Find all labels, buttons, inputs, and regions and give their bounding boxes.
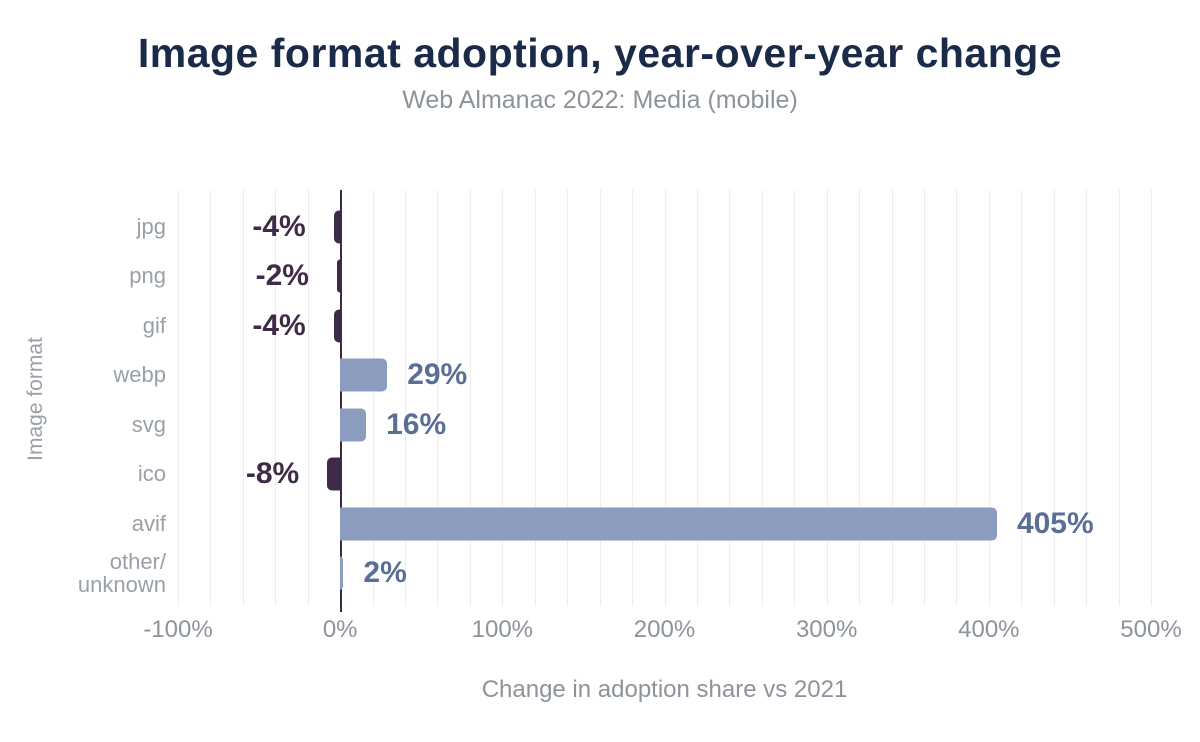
gridline	[664, 190, 666, 606]
gridline	[242, 190, 244, 606]
value-label-jpg: -4%	[252, 209, 306, 243]
bar-gif	[333, 309, 341, 343]
bar-row-svg: 16%	[178, 400, 1151, 450]
category-label-other-unknown: other/unknown	[77, 548, 166, 598]
gridline	[696, 190, 698, 606]
category-label-avif: avif	[131, 510, 166, 536]
bar-row-other-unknown: 2%	[178, 549, 1151, 599]
bar-rows: -4% -2% -4% 29% 16% -8% 405% 2%	[178, 190, 1151, 606]
gridline	[988, 190, 990, 606]
bar-ico	[327, 457, 341, 491]
bar-row-gif: -4%	[178, 301, 1151, 351]
bar-row-jpg: -4%	[178, 202, 1151, 252]
category-label-svg: svg	[131, 411, 166, 437]
gridline	[405, 190, 407, 606]
gridline	[1151, 190, 1152, 606]
gridline	[956, 190, 958, 606]
gridline	[632, 190, 634, 606]
bar-jpg	[333, 210, 341, 244]
zero-axis-line	[340, 190, 343, 612]
gridline	[1118, 190, 1120, 606]
bar-row-avif: 405%	[178, 499, 1151, 549]
gridline	[178, 190, 179, 606]
value-label-webp: 29%	[407, 358, 468, 392]
value-label-ico: -8%	[245, 457, 300, 491]
x-tick-label--100-: -100%	[143, 616, 213, 643]
gridline	[210, 190, 212, 606]
x-tick-label-200-: 200%	[633, 616, 696, 643]
x-axis-title: Change in adoption share vs 2021	[481, 676, 848, 703]
gridline	[534, 190, 536, 606]
bar-webp	[340, 358, 388, 392]
gridline	[1086, 190, 1088, 606]
x-axis-ticks: -100% 0% 100% 200% 300% 400% 500%	[143, 616, 1181, 643]
bar-row-webp: 29%	[178, 351, 1151, 401]
gridline	[275, 190, 277, 606]
bar-row-png: -2%	[178, 252, 1151, 302]
gridline	[794, 190, 796, 606]
x-tick-label-0-: 0%	[322, 616, 358, 643]
gridline	[437, 190, 439, 606]
bar-avif	[340, 507, 997, 541]
x-tick-label-300-: 300%	[795, 616, 858, 643]
value-label-png: -2%	[255, 259, 309, 293]
category-label-ico: ico	[137, 461, 166, 487]
bar-svg	[340, 408, 367, 442]
bar-other-unknown	[340, 556, 344, 590]
bar-png	[336, 259, 341, 293]
value-label-svg: 16%	[386, 407, 447, 441]
x-tick-label-400-: 400%	[958, 616, 1020, 643]
gridline	[826, 190, 828, 606]
gridline	[372, 190, 374, 606]
gridline	[761, 190, 763, 606]
value-label-other-unknown: 2%	[363, 556, 407, 590]
category-label-webp: webp	[113, 362, 166, 388]
category-label-png: png	[129, 263, 166, 289]
gridline	[1053, 190, 1055, 606]
x-tick-label-500-: 500%	[1120, 616, 1182, 643]
gridline	[567, 190, 569, 606]
gridline	[859, 190, 861, 606]
category-label-gif: gif	[142, 312, 166, 338]
chart-title: Image format adoption, year-over-year ch…	[137, 30, 1063, 76]
y-axis-labels: jpg png gif webp svg ico avif other/unknown	[0, 190, 166, 606]
value-label-avif: 405%	[1016, 506, 1094, 540]
gridline	[307, 190, 309, 606]
gridline	[891, 190, 893, 606]
gridline	[923, 190, 925, 606]
chart-subtitle: Web Almanac 2022: Media (mobile)	[402, 86, 798, 114]
category-label-jpg: jpg	[136, 213, 166, 239]
bar-row-ico: -8%	[178, 450, 1151, 500]
gridline	[729, 190, 731, 606]
gridline	[502, 190, 504, 606]
x-tick-label-100-: 100%	[471, 616, 534, 643]
value-label-gif: -4%	[252, 308, 306, 342]
gridline	[469, 190, 471, 606]
gridline	[1021, 190, 1023, 606]
gridline	[599, 190, 601, 606]
plot-area: -4% -2% -4% 29% 16% -8% 405% 2%	[178, 190, 1152, 612]
